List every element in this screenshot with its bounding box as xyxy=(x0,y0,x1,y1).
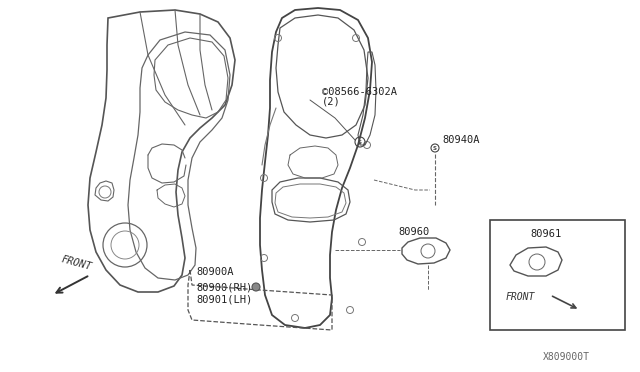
Text: S: S xyxy=(433,145,437,151)
Text: 80901(LH): 80901(LH) xyxy=(196,294,252,304)
Text: 80960: 80960 xyxy=(398,227,429,237)
Text: FRONT: FRONT xyxy=(506,292,536,302)
Text: 80961: 80961 xyxy=(530,229,561,239)
Bar xyxy=(490,220,625,330)
Text: 80900A: 80900A xyxy=(196,267,234,277)
Text: (2): (2) xyxy=(322,97,340,107)
Text: S: S xyxy=(358,140,362,144)
Text: ©08566-6302A: ©08566-6302A xyxy=(322,87,397,97)
Text: 80900(RH): 80900(RH) xyxy=(196,282,252,292)
Circle shape xyxy=(252,283,260,291)
Text: X809000T: X809000T xyxy=(543,352,590,362)
Text: 80940A: 80940A xyxy=(442,135,479,145)
Text: FRONT: FRONT xyxy=(60,254,93,272)
